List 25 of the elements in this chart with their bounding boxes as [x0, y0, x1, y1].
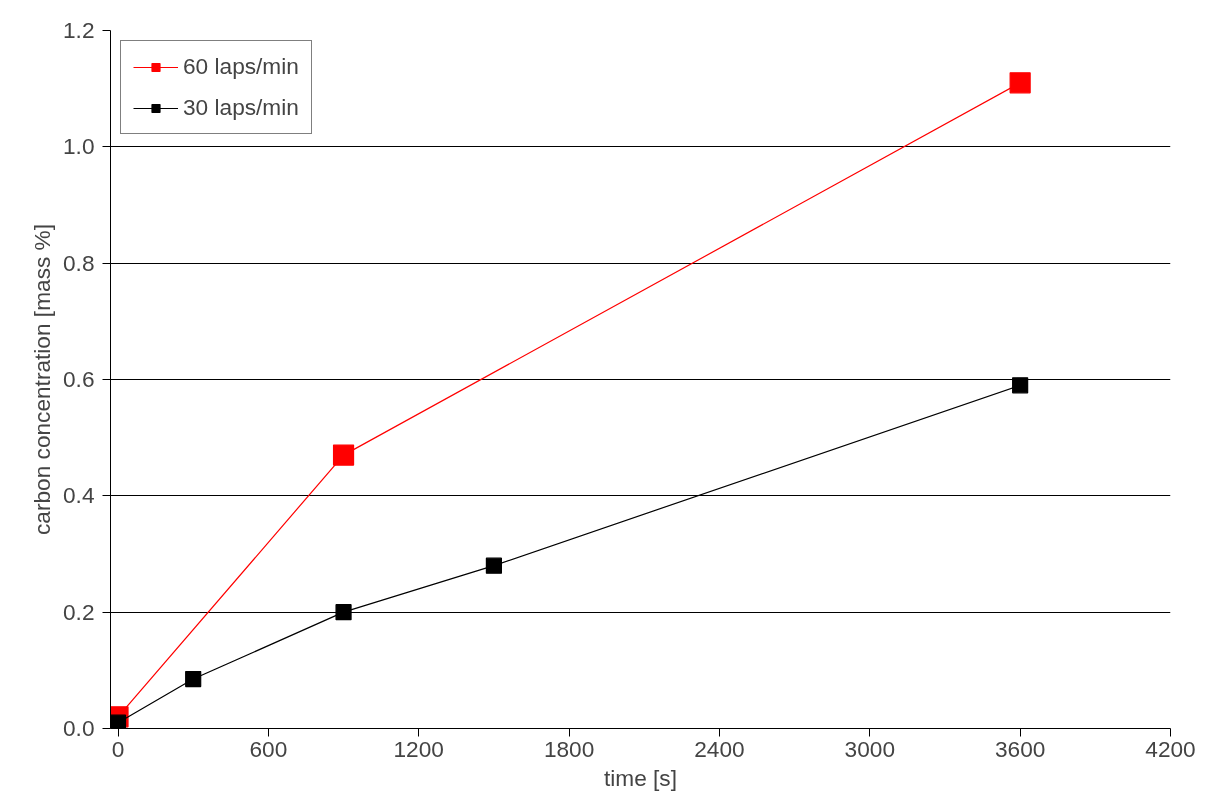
- y-tick-label: 1.0: [63, 133, 95, 160]
- x-tick-label: 3000: [844, 735, 895, 762]
- y-tick-label: 0.2: [63, 598, 95, 625]
- point: [185, 670, 202, 688]
- x-tick-label: 0: [111, 735, 125, 762]
- y-tick-label: 0.4: [63, 482, 95, 509]
- point: [332, 444, 355, 466]
- y-tick-label: 0.0: [63, 715, 95, 741]
- x-tick-label: 3600: [994, 735, 1046, 762]
- x-tick-label: 600: [249, 735, 288, 762]
- x-tick-label: 1200: [393, 735, 444, 762]
- legend-label: 60 laps/min: [183, 53, 299, 80]
- x-tick-label: 4200: [1145, 735, 1196, 762]
- y-axis-title: carbon concentration [mass %]: [29, 223, 55, 536]
- legend-label: 30 laps/min: [183, 94, 299, 121]
- x-tick-label: 1800: [543, 735, 595, 762]
- point: [1012, 377, 1029, 394]
- x-tick-label: 2400: [694, 735, 745, 762]
- point: [335, 604, 352, 621]
- y-tick-label: 0.8: [63, 249, 95, 276]
- point: [1009, 72, 1031, 94]
- y-tick-label: 1.2: [63, 17, 95, 43]
- point: [485, 557, 502, 574]
- x-axis-title: time [s]: [603, 764, 678, 791]
- y-tick-label: 0.6: [63, 366, 95, 392]
